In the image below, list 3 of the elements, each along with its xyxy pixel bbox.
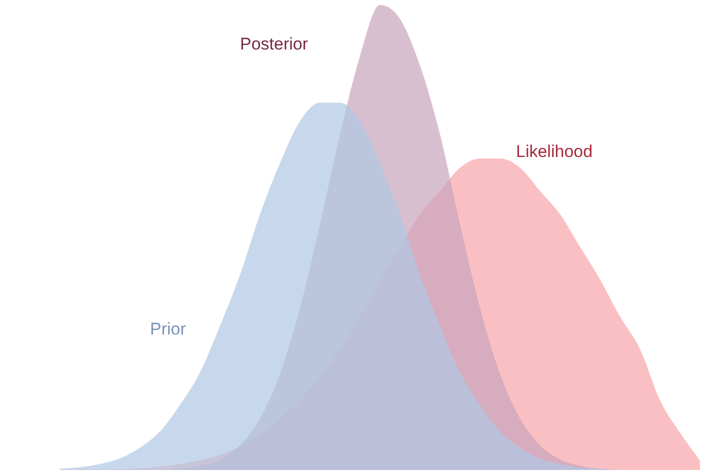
series-label: Prior: [150, 320, 186, 339]
text: Posterior: [240, 34, 308, 54]
series-label: Likelihood: [516, 142, 593, 162]
